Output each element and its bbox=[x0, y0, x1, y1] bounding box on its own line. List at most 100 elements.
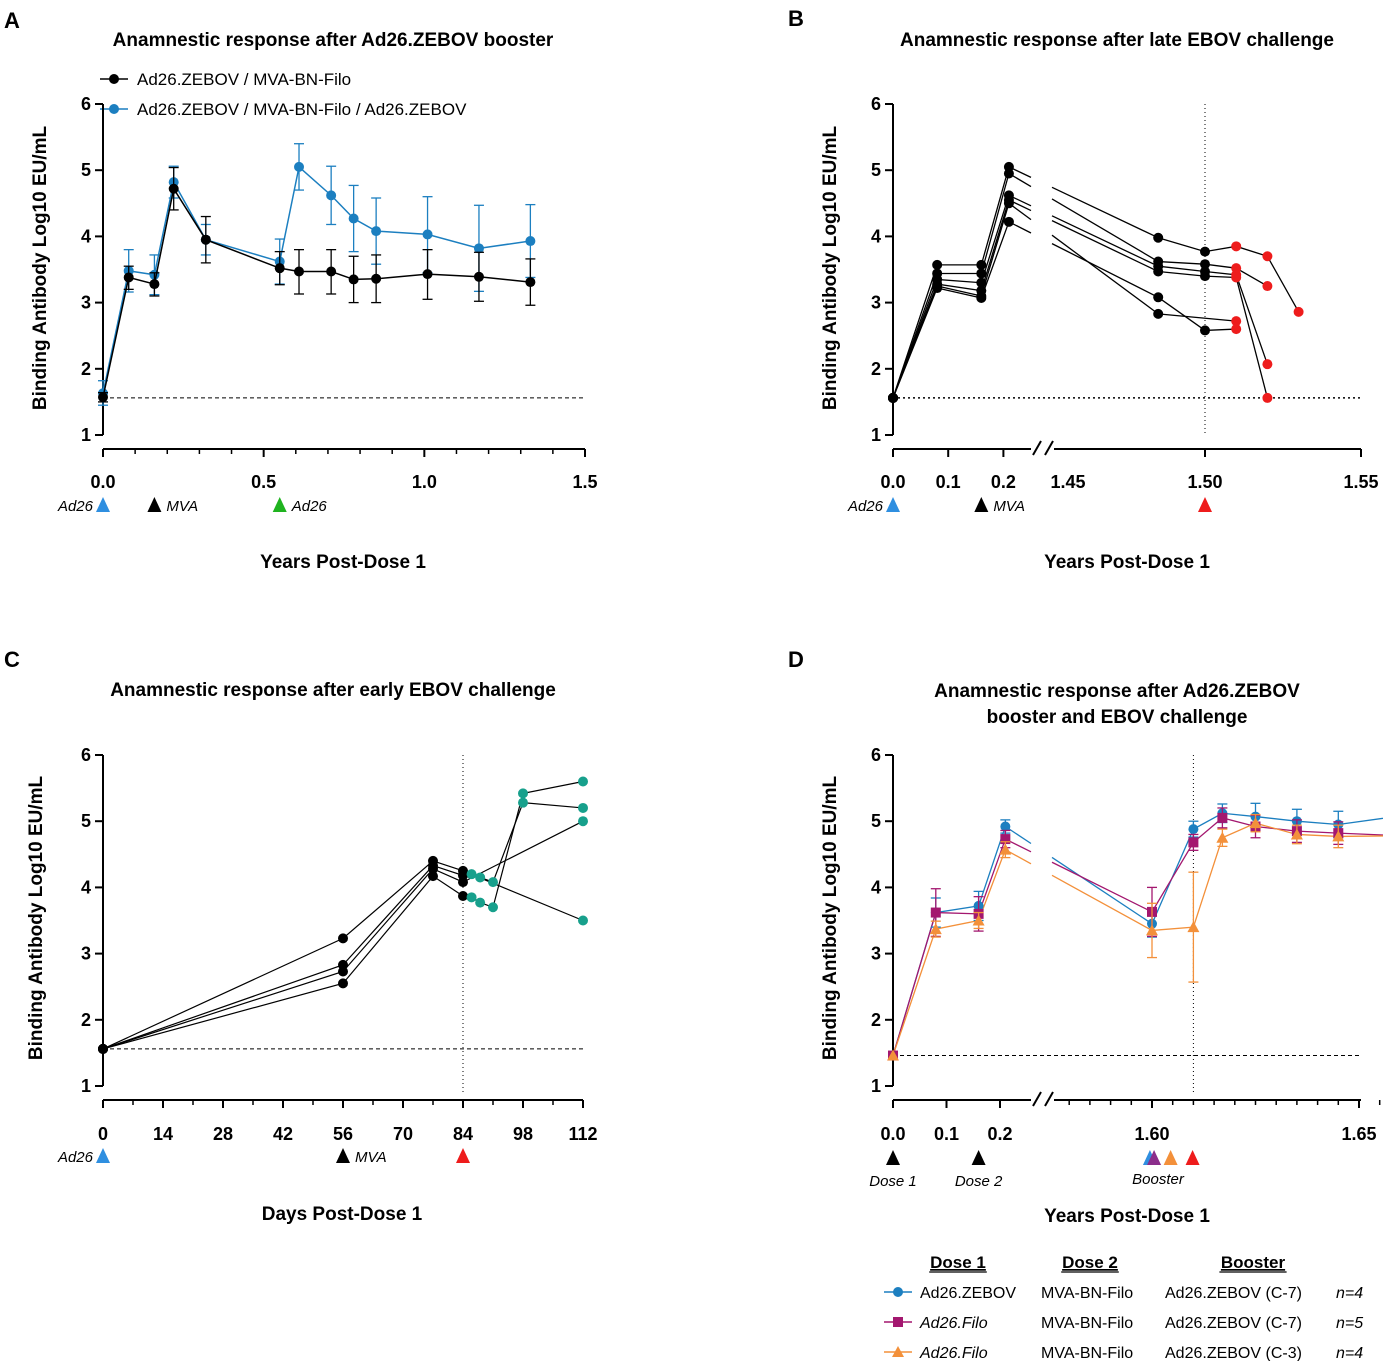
data-point bbox=[98, 1043, 108, 1054]
y-tick-label: 5 bbox=[81, 160, 91, 180]
data-point bbox=[518, 788, 528, 799]
table-header: Dose 2 bbox=[1062, 1253, 1118, 1272]
chart-title: Anamnestic response after early EBOV cha… bbox=[110, 680, 556, 701]
x-tick-label: 0.2 bbox=[987, 1124, 1012, 1144]
data-point bbox=[578, 802, 588, 813]
data-point bbox=[1262, 359, 1273, 370]
x-tick-label: 42 bbox=[273, 1124, 293, 1144]
data-point bbox=[1249, 817, 1262, 829]
data-point bbox=[1231, 316, 1242, 327]
table-header: Dose 1 bbox=[930, 1253, 986, 1272]
data-point bbox=[338, 978, 348, 989]
data-point bbox=[1188, 837, 1199, 848]
table-dose1: Ad26.Filo bbox=[919, 1345, 988, 1361]
panel-c: C Anamnestic response after early EBOV ch… bbox=[4, 647, 598, 1225]
x-tick-label: 56 bbox=[333, 1124, 353, 1144]
y-tick-label: 2 bbox=[871, 359, 881, 379]
dose-marker-arrow bbox=[336, 1148, 350, 1163]
y-tick-label: 1 bbox=[871, 1076, 881, 1096]
data-point bbox=[348, 213, 359, 224]
dose-marker-arrow bbox=[96, 497, 110, 512]
x-tick-label: 0.5 bbox=[251, 472, 276, 492]
dose-marker-arrow bbox=[886, 497, 900, 512]
data-point bbox=[578, 816, 588, 827]
individual-line bbox=[892, 203, 1010, 399]
y-tick-label: 1 bbox=[871, 425, 881, 445]
data-point bbox=[1231, 272, 1242, 283]
individual-line bbox=[1158, 237, 1300, 313]
data-point bbox=[932, 281, 943, 292]
data-point bbox=[976, 290, 987, 301]
data-point bbox=[473, 243, 484, 254]
individual-line bbox=[102, 860, 584, 1050]
x-axis-label: Days Post-Dose 1 bbox=[262, 1204, 423, 1225]
data-point bbox=[578, 776, 588, 787]
data-point bbox=[1003, 216, 1014, 227]
legend-label: Ad26.ZEBOV / MVA-BN-Filo bbox=[137, 70, 351, 89]
x-tick-label: 0.0 bbox=[880, 1124, 905, 1144]
data-point bbox=[338, 933, 348, 944]
y-tick-label: 4 bbox=[871, 877, 881, 897]
data-point bbox=[1200, 246, 1210, 257]
data-point bbox=[525, 236, 536, 247]
data-point bbox=[1231, 324, 1242, 335]
data-point bbox=[578, 915, 588, 926]
data-point bbox=[428, 863, 438, 874]
x-tick-label: 0.0 bbox=[90, 472, 115, 492]
data-point bbox=[1231, 241, 1242, 252]
data-point bbox=[488, 877, 498, 888]
dose-marker-label: Ad26 bbox=[847, 498, 884, 515]
panel-letter-b: B bbox=[788, 6, 804, 31]
table-dose2: MVA-BN-Filo bbox=[1041, 1315, 1133, 1332]
data-point bbox=[1188, 824, 1199, 835]
dose-marker-arrow bbox=[1147, 1150, 1162, 1165]
data-point bbox=[326, 190, 337, 201]
y-tick-label: 3 bbox=[81, 944, 91, 964]
data-point bbox=[371, 273, 382, 284]
individual-line bbox=[1051, 215, 1159, 267]
data-point bbox=[149, 279, 160, 290]
x-axis-label: Years Post-Dose 1 bbox=[1044, 552, 1210, 573]
x-tick-label: 0.2 bbox=[991, 472, 1016, 492]
series-line bbox=[1051, 856, 1153, 925]
y-tick-label: 5 bbox=[871, 811, 881, 831]
individual-line bbox=[1051, 220, 1159, 273]
dose-marker-label: MVA bbox=[993, 498, 1025, 515]
axis-break bbox=[1044, 1091, 1054, 1107]
data-point bbox=[1262, 281, 1273, 292]
panel-a: A Anamnestic response after Ad26.ZEBOV bo… bbox=[4, 8, 598, 573]
data-point bbox=[930, 907, 941, 918]
table-n: n=4 bbox=[1336, 1285, 1363, 1302]
individual-line bbox=[1158, 260, 1268, 287]
series-line bbox=[1051, 874, 1153, 931]
x-tick-label: 1.0 bbox=[412, 472, 437, 492]
table-booster: Ad26.ZEBOV (C-7) bbox=[1165, 1315, 1302, 1332]
dose-marker-label: MVA bbox=[355, 1149, 387, 1166]
series-line bbox=[102, 165, 531, 394]
table-n: n=4 bbox=[1336, 1345, 1363, 1361]
data-point bbox=[473, 271, 484, 282]
x-tick-label: 0.1 bbox=[936, 472, 961, 492]
y-tick-label: 2 bbox=[81, 1010, 91, 1030]
x-tick-label: 1.65 bbox=[1341, 1124, 1376, 1144]
series-line bbox=[1151, 822, 1383, 932]
y-tick-label: 4 bbox=[871, 226, 881, 246]
x-tick-label: 0.0 bbox=[880, 472, 905, 492]
dose-marker-label: MVA bbox=[166, 498, 198, 515]
table-dose2: MVA-BN-Filo bbox=[1041, 1285, 1133, 1302]
y-tick-label: 6 bbox=[871, 745, 881, 765]
y-axis-label: Binding Antibody Log10 EU/mL bbox=[26, 775, 47, 1060]
table-legend-marker bbox=[893, 1317, 903, 1327]
data-point bbox=[1200, 325, 1210, 336]
dose-marker-label: Dose 1 bbox=[869, 1173, 917, 1190]
data-point bbox=[929, 923, 942, 935]
y-tick-label: 3 bbox=[871, 944, 881, 964]
data-point bbox=[338, 966, 348, 977]
x-tick-label: 1.45 bbox=[1050, 472, 1085, 492]
individual-line bbox=[1158, 265, 1269, 365]
legend-marker bbox=[109, 74, 119, 84]
x-tick-label: 1.5 bbox=[572, 472, 597, 492]
series-line bbox=[892, 826, 1006, 1056]
series-line bbox=[1151, 812, 1383, 925]
data-point bbox=[518, 797, 528, 808]
